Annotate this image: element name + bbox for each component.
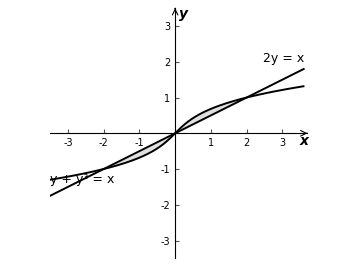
Text: y: y [179,7,188,20]
Text: y + y³ = x: y + y³ = x [50,173,115,186]
Text: x: x [299,134,308,148]
Text: 2y = x: 2y = x [263,52,304,65]
